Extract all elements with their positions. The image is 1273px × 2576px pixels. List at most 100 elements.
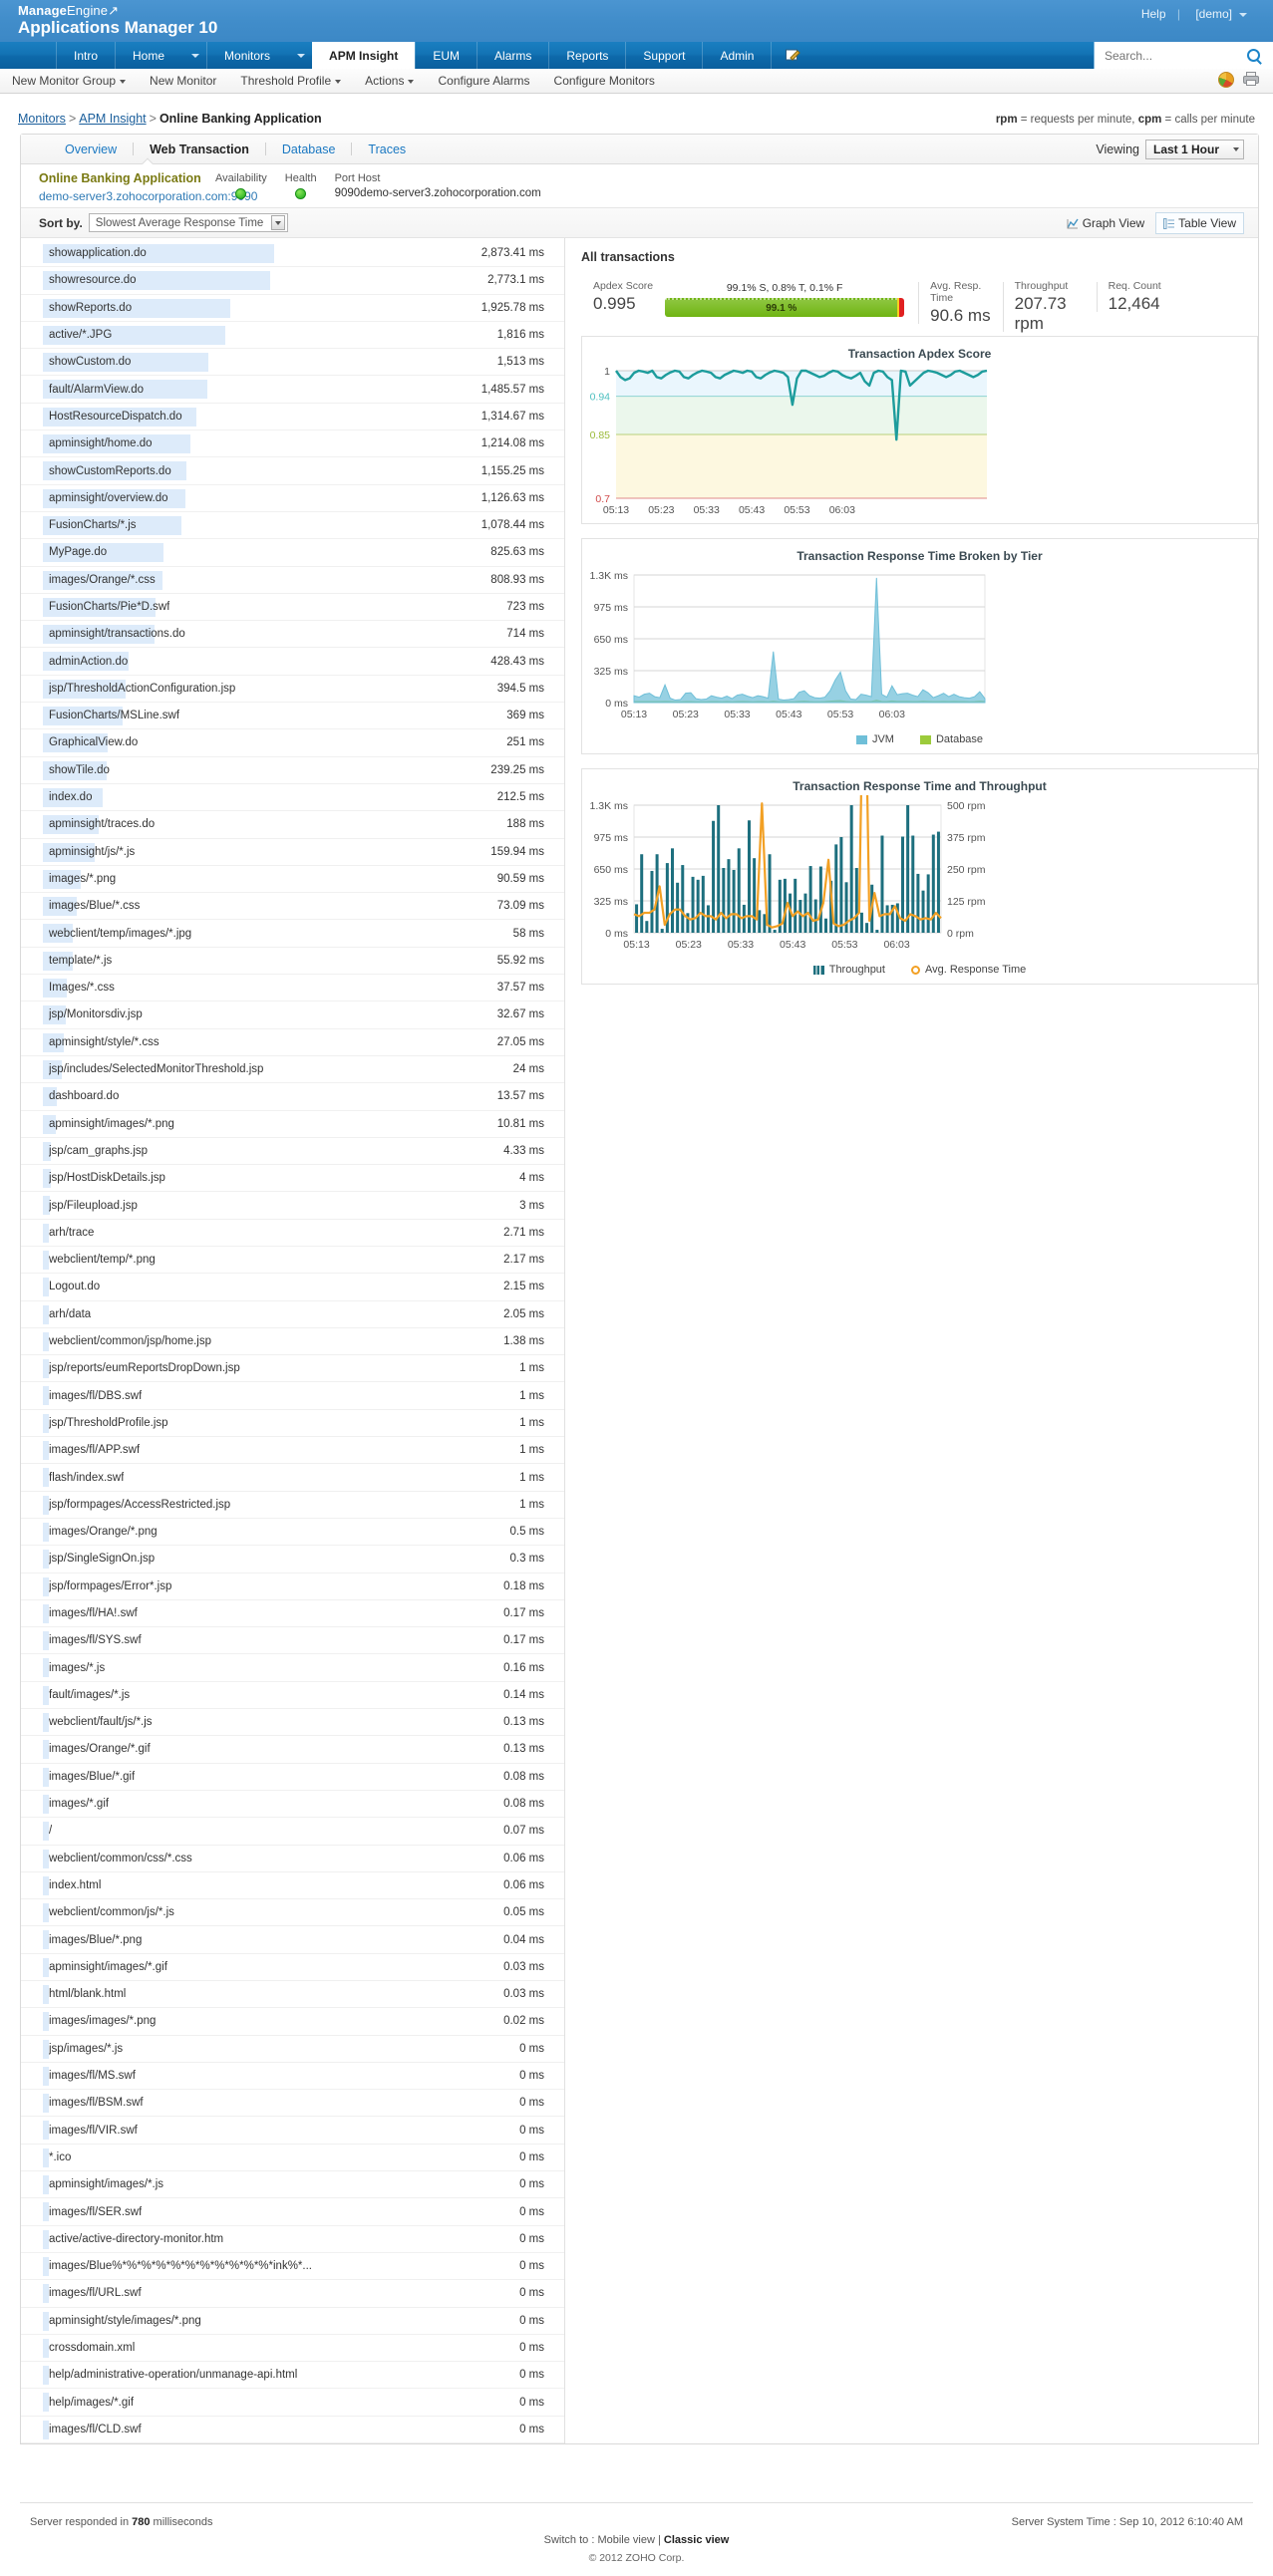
nav-dropdown-arrow[interactable] xyxy=(287,42,312,69)
transaction-row[interactable]: *.ico 0 ms xyxy=(21,2145,564,2172)
transaction-row[interactable]: apminsight/traces.do 188 ms xyxy=(21,811,564,839)
transaction-row[interactable]: apminsight/style/images/*.png 0 ms xyxy=(21,2308,564,2335)
transaction-row[interactable]: jsp/includes/SelectedMonitorThreshold.js… xyxy=(21,1056,564,1084)
transaction-row[interactable]: jsp/SingleSignOn.jsp 0.3 ms xyxy=(21,1546,564,1574)
transaction-row[interactable]: webclient/common/js/*.js 0.05 ms xyxy=(21,1899,564,1927)
transaction-row[interactable]: showresource.do 2,773.1 ms xyxy=(21,267,564,295)
nav-item-admin[interactable]: Admin xyxy=(702,42,771,69)
submenu-item-new-monitor-group[interactable]: New Monitor Group xyxy=(0,74,138,88)
transaction-row[interactable]: fault/images/*.js 0.14 ms xyxy=(21,1682,564,1710)
transaction-row[interactable]: jsp/ThresholdActionConfiguration.jsp 394.… xyxy=(21,676,564,704)
transaction-row[interactable]: active/*.JPG 1,816 ms xyxy=(21,322,564,350)
viewing-selector[interactable]: Viewing Last 1 Hour xyxy=(1096,140,1244,159)
transaction-row[interactable]: Logout.do 2.15 ms xyxy=(21,1274,564,1301)
transaction-row[interactable]: help/images/*.gif 0 ms xyxy=(21,2389,564,2417)
transaction-row[interactable]: images/fl/DBS.swf 1 ms xyxy=(21,1382,564,1410)
transaction-row[interactable]: apminsight/transactions.do 714 ms xyxy=(21,621,564,649)
transaction-row[interactable]: HostResourceDispatch.do 1,314.67 ms xyxy=(21,404,564,431)
transaction-row[interactable]: images/Orange/*.png 0.5 ms xyxy=(21,1519,564,1547)
graph-view-button[interactable]: Graph View xyxy=(1060,213,1151,233)
transaction-row[interactable]: images/Blue/*.css 73.09 ms xyxy=(21,893,564,921)
transaction-row[interactable]: images/Blue/*.png 0.04 ms xyxy=(21,1926,564,1954)
nav-item-apm-insight[interactable]: APM Insight xyxy=(312,42,416,69)
transaction-row[interactable]: images/Orange/*.gif 0.13 ms xyxy=(21,1736,564,1764)
submenu-item-threshold-profile[interactable]: Threshold Profile xyxy=(228,74,353,88)
transaction-row[interactable]: crossdomain.xml 0 ms xyxy=(21,2335,564,2363)
transaction-row[interactable]: apminsight/images/*.js 0 ms xyxy=(21,2171,564,2199)
nav-item-alarms[interactable]: Alarms xyxy=(477,42,548,69)
nav-item-reports[interactable]: Reports xyxy=(548,42,625,69)
transaction-row[interactable]: template/*.js 55.92 ms xyxy=(21,948,564,976)
transaction-row[interactable]: images/fl/URL.swf 0 ms xyxy=(21,2280,564,2308)
transaction-row[interactable]: jsp/reports/eumReportsDropDown.jsp 1 ms xyxy=(21,1355,564,1383)
transaction-row[interactable]: apminsight/images/*.gif 0.03 ms xyxy=(21,1954,564,1981)
transaction-row[interactable]: fault/AlarmView.do 1,485.57 ms xyxy=(21,376,564,404)
legend-item[interactable]: Database xyxy=(919,733,983,745)
transaction-row[interactable]: arh/data 2.05 ms xyxy=(21,1301,564,1328)
submenu-item-actions[interactable]: Actions xyxy=(353,74,426,88)
transaction-row[interactable]: images/fl/SER.swf 0 ms xyxy=(21,2198,564,2226)
transaction-row[interactable]: images/Blue%*%*%*%*%*%*%*%*%*%*%*ink%*..… xyxy=(21,2253,564,2281)
transaction-row[interactable]: images/fl/APP.swf 1 ms xyxy=(21,1437,564,1465)
submenu-item-configure-alarms[interactable]: Configure Alarms xyxy=(426,74,541,88)
transaction-row[interactable]: images/*.png 90.59 ms xyxy=(21,866,564,894)
nav-item-intro[interactable]: Intro xyxy=(56,42,115,69)
tab-web-transaction[interactable]: Web Transaction xyxy=(150,142,249,156)
transaction-row[interactable]: images/images/*.png 0.02 ms xyxy=(21,2008,564,2036)
transaction-row[interactable]: showTile.do 239.25 ms xyxy=(21,757,564,784)
transaction-row[interactable]: index.do 212.5 ms xyxy=(21,784,564,812)
classic-view-link[interactable]: Classic view xyxy=(663,2534,730,2546)
transaction-row[interactable]: jsp/images/*.js 0 ms xyxy=(21,2036,564,2063)
transaction-row[interactable]: images/*.js 0.16 ms xyxy=(21,1654,564,1682)
transaction-row[interactable]: FusionCharts/*.js 1,078.44 ms xyxy=(21,512,564,540)
user-menu[interactable]: [demo] xyxy=(1191,7,1247,21)
transaction-row[interactable]: jsp/HostDiskDetails.jsp 4 ms xyxy=(21,1165,564,1193)
sort-dropdown[interactable]: Slowest Average Response Time xyxy=(88,213,289,232)
transaction-row[interactable]: apminsight/images/*.png 10.81 ms xyxy=(21,1111,564,1138)
transaction-row[interactable]: images/Orange/*.css 808.93 ms xyxy=(21,567,564,594)
transaction-row[interactable]: html/blank.html 0.03 ms xyxy=(21,1981,564,2009)
help-link[interactable]: Help xyxy=(1140,7,1166,21)
legend-item[interactable]: JVM xyxy=(855,733,894,745)
transaction-row[interactable]: images/fl/CLD.swf 0 ms xyxy=(21,2417,564,2444)
sort-dropdown-arrow[interactable] xyxy=(271,215,286,230)
transaction-row[interactable]: images/fl/VIR.swf 0 ms xyxy=(21,2117,564,2145)
transaction-row[interactable]: GraphicalView.do 251 ms xyxy=(21,729,564,757)
transaction-row[interactable]: Images/*.css 37.57 ms xyxy=(21,975,564,1002)
transaction-row[interactable]: apminsight/style/*.css 27.05 ms xyxy=(21,1029,564,1056)
nav-item-monitors[interactable]: Monitors xyxy=(206,42,287,69)
transaction-row[interactable]: apminsight/overview.do 1,126.63 ms xyxy=(21,485,564,512)
printer-icon[interactable] xyxy=(1243,72,1259,87)
nav-item-support[interactable]: Support xyxy=(625,42,702,69)
transaction-row[interactable]: apminsight/js/*.js 159.94 ms xyxy=(21,839,564,866)
nav-item-eum[interactable]: EUM xyxy=(415,42,477,69)
nav-notes-icon[interactable] xyxy=(771,42,814,69)
transaction-row[interactable]: images/fl/MS.swf 0 ms xyxy=(21,2063,564,2091)
transaction-row[interactable]: webclient/common/jsp/home.jsp 1.38 ms xyxy=(21,1328,564,1356)
transaction-row[interactable]: showReports.do 1,925.78 ms xyxy=(21,295,564,322)
transaction-row[interactable]: arh/trace 2.71 ms xyxy=(21,1220,564,1247)
nav-item-home[interactable]: Home xyxy=(115,42,181,69)
transaction-row[interactable]: / 0.07 ms xyxy=(21,1818,564,1846)
transaction-row[interactable]: FusionCharts/Pie*D.swf 723 ms xyxy=(21,594,564,622)
search-input[interactable] xyxy=(1103,47,1247,64)
search-icon[interactable] xyxy=(1247,49,1260,62)
transaction-row[interactable]: active/active-directory-monitor.htm 0 ms xyxy=(21,2226,564,2253)
transaction-row[interactable]: jsp/cam_graphs.jsp 4.33 ms xyxy=(21,1138,564,1166)
transaction-row[interactable]: webclient/temp/images/*.jpg 58 ms xyxy=(21,920,564,948)
transaction-row[interactable]: showapplication.do 2,873.41 ms xyxy=(21,240,564,268)
mobile-view-link[interactable]: Mobile view xyxy=(597,2534,655,2546)
transaction-row[interactable]: webclient/common/css/*.css 0.06 ms xyxy=(21,1846,564,1872)
transaction-row[interactable]: adminAction.do 428.43 ms xyxy=(21,648,564,676)
transaction-row[interactable]: jsp/Monitorsdiv.jsp 32.67 ms xyxy=(21,1002,564,1029)
transaction-row[interactable]: MyPage.do 825.63 ms xyxy=(21,539,564,567)
transaction-row[interactable]: jsp/ThresholdProfile.jsp 1 ms xyxy=(21,1410,564,1438)
tab-database[interactable]: Database xyxy=(281,142,336,156)
transaction-row[interactable]: dashboard.do 13.57 ms xyxy=(21,1083,564,1111)
transaction-row[interactable]: webclient/temp/*.png 2.17 ms xyxy=(21,1247,564,1275)
breadcrumb-monitors[interactable]: Monitors xyxy=(18,112,66,126)
transaction-row[interactable]: images/Blue/*.gif 0.08 ms xyxy=(21,1764,564,1791)
viewing-dropdown[interactable]: Last 1 Hour xyxy=(1144,140,1244,159)
table-view-button[interactable]: Table View xyxy=(1155,212,1244,234)
transaction-row[interactable]: jsp/Fileupload.jsp 3 ms xyxy=(21,1192,564,1220)
